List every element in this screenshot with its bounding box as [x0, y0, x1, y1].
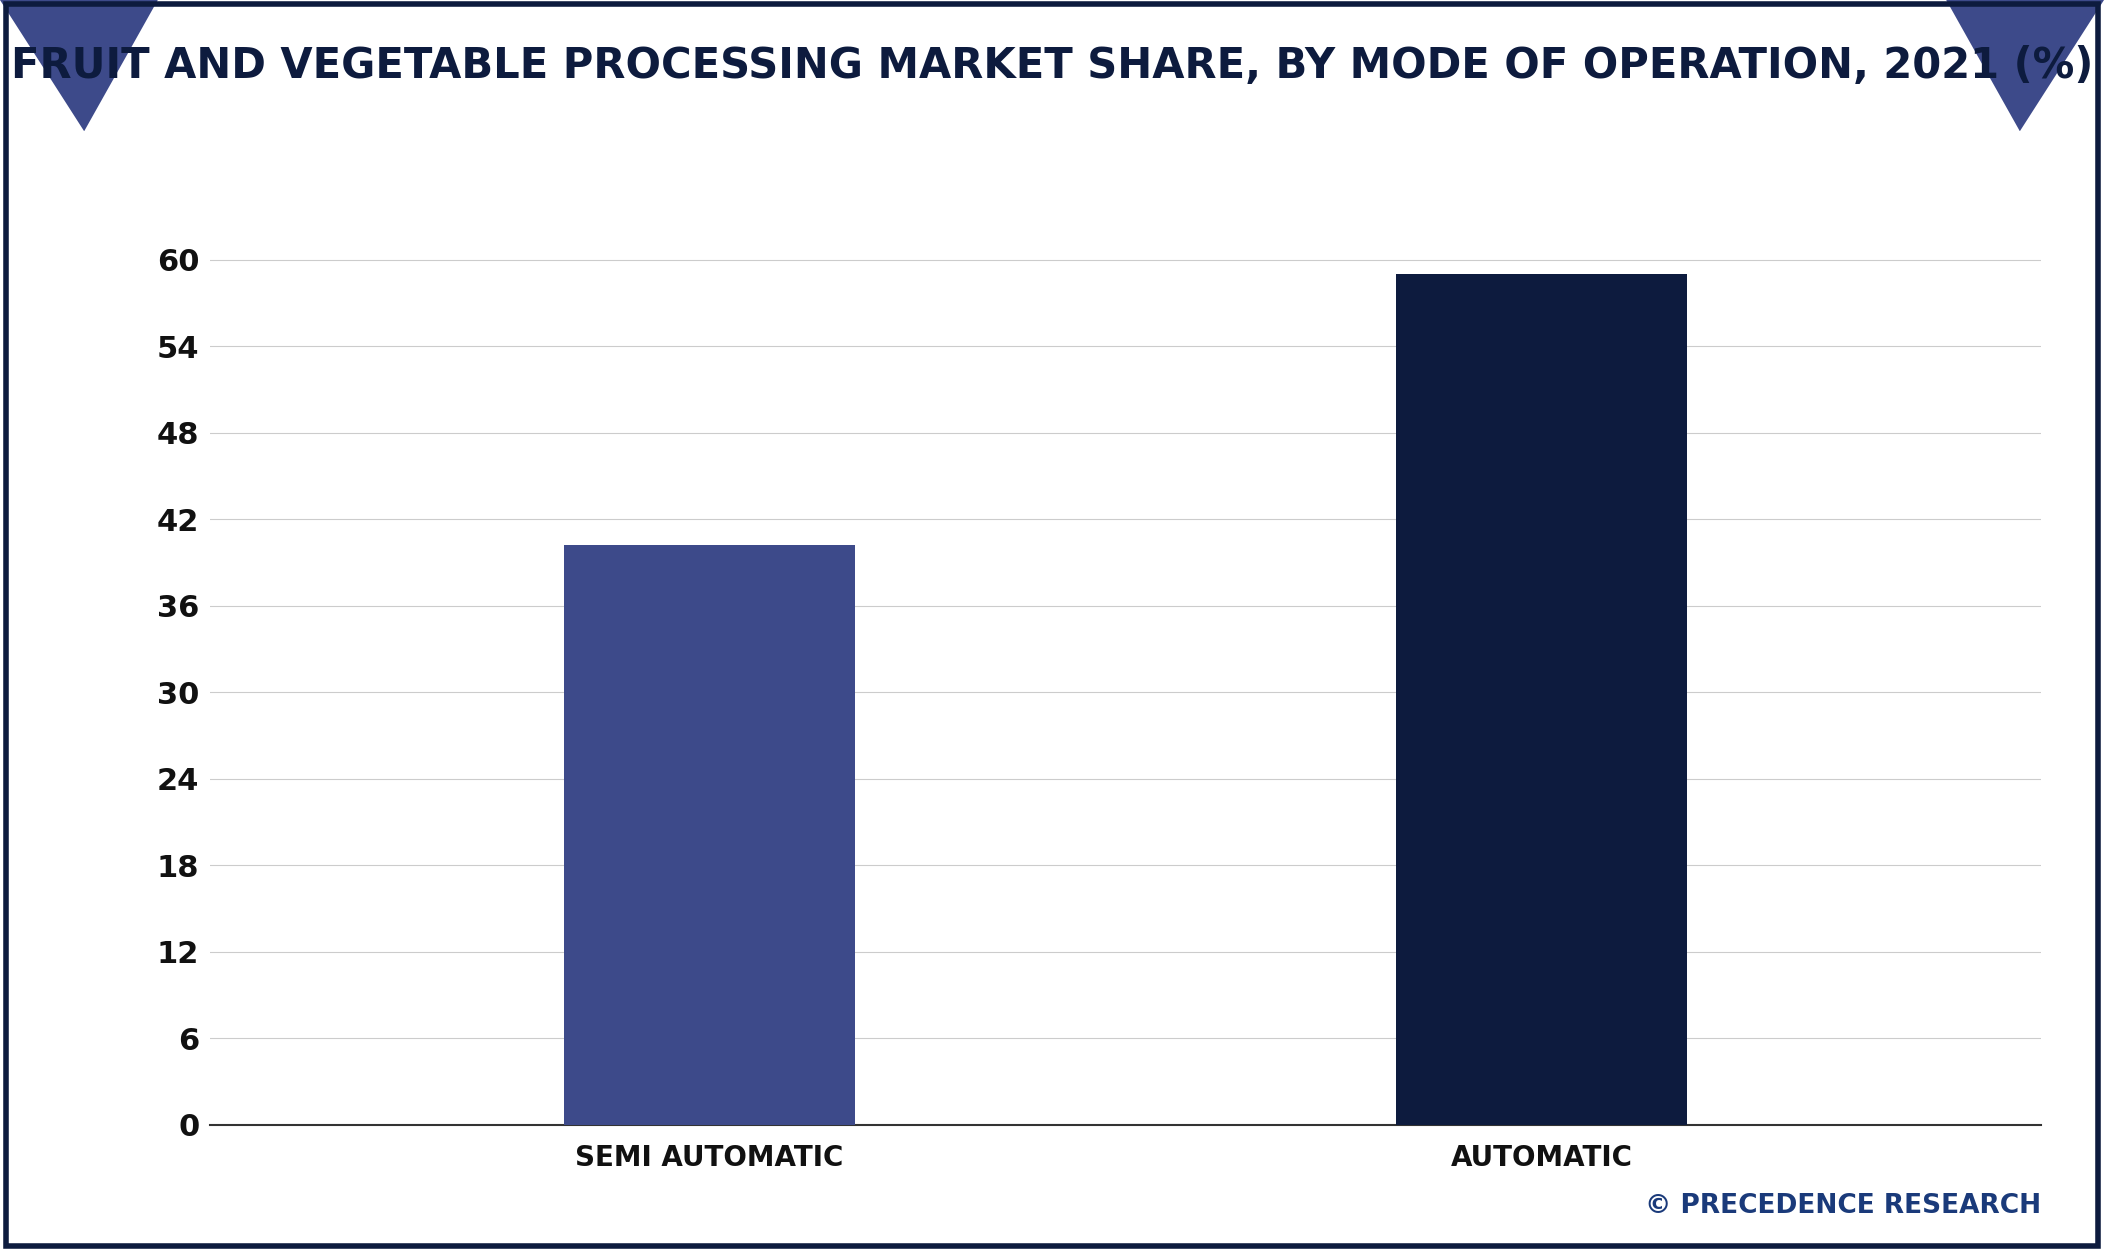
Polygon shape — [84, 0, 2020, 131]
Text: © PRECEDENCE RESEARCH: © PRECEDENCE RESEARCH — [1645, 1192, 2041, 1219]
Polygon shape — [0, 0, 158, 131]
Polygon shape — [1946, 0, 2104, 131]
Text: FRUIT AND VEGETABLE PROCESSING MARKET SHARE, BY MODE OF OPERATION, 2021 (%): FRUIT AND VEGETABLE PROCESSING MARKET SH… — [11, 45, 2093, 86]
Bar — [1397, 274, 1687, 1125]
Bar — [564, 545, 854, 1125]
